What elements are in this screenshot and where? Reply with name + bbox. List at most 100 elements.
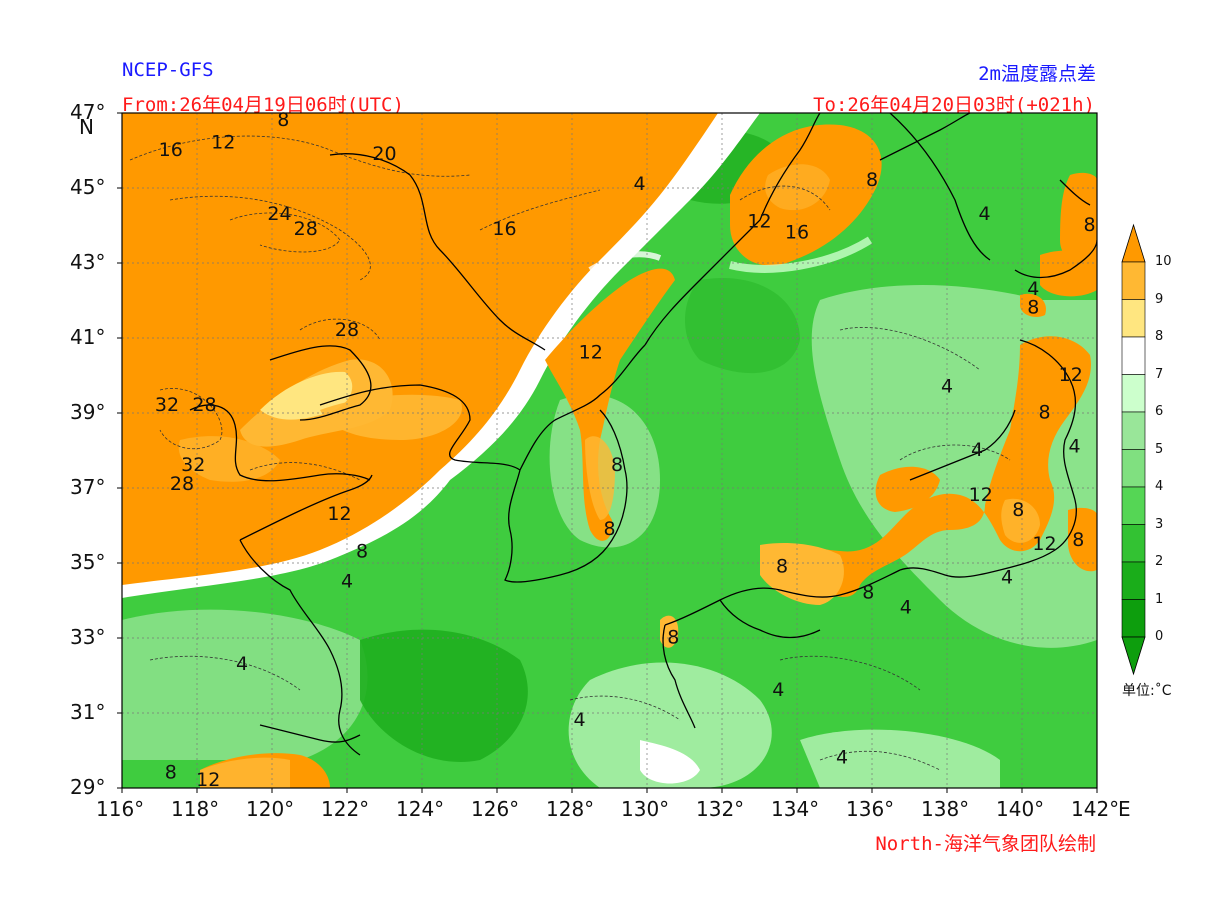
lat-tick-label: 35° — [70, 550, 106, 574]
to-time-label: To:26年04月20日03时(+021h) — [813, 94, 1095, 116]
from-time-label: From:26年04月19日06时(UTC) — [122, 94, 404, 116]
lon-unit-label: E — [1118, 797, 1131, 821]
contour-label: 28 — [294, 218, 318, 240]
lat-unit-label: N — [79, 115, 94, 139]
contour-label: 24 — [267, 203, 291, 225]
contour-label: 28 — [335, 319, 359, 341]
colorbar-swatch — [1121, 374, 1146, 413]
contour-label: 12 — [579, 342, 603, 364]
colorbar-bottom-arrow — [1121, 636, 1146, 676]
lon-tick-label: 138° — [921, 797, 970, 821]
contour-label: 8 — [1012, 499, 1024, 521]
lat-tick-label: 47° — [70, 100, 106, 124]
variable-title: 2m温度露点差 — [978, 63, 1096, 85]
colorbar-label: 0 — [1155, 629, 1164, 644]
contour-label: 28 — [192, 394, 216, 416]
contour-label: 4 — [633, 173, 645, 195]
colorbar-swatch — [1121, 411, 1146, 450]
lon-tick-label: 136° — [846, 797, 895, 821]
contour-label: 8 — [862, 582, 874, 604]
colorbar-swatch — [1121, 524, 1146, 563]
lat-tick-label: 31° — [70, 700, 106, 724]
contour-label: 8 — [611, 454, 623, 476]
colorbar-label: 2 — [1155, 554, 1164, 569]
lon-tick-label: 134° — [771, 797, 820, 821]
contour-label: 28 — [170, 473, 194, 495]
credit-label: North-海洋气象团队绘制 — [875, 833, 1096, 855]
colorbar-swatch — [1121, 261, 1146, 300]
contour-label: 4 — [1027, 278, 1039, 300]
contour-label: 4 — [573, 709, 585, 731]
contour-label: 4 — [1001, 567, 1013, 589]
contour-label: 4 — [900, 597, 912, 619]
contour-label: 12 — [211, 132, 235, 154]
lat-tick-label: 33° — [70, 625, 106, 649]
lon-tick-label: 126° — [471, 797, 520, 821]
contour-label: 20 — [372, 143, 396, 165]
lat-tick-label: 39° — [70, 400, 106, 424]
colorbar-label: 3 — [1155, 516, 1164, 532]
contour-label: 32 — [181, 454, 205, 476]
contour-label: 16 — [159, 139, 183, 161]
lon-tick-label: 116° — [96, 797, 145, 821]
coastlines — [189, 113, 1097, 756]
colorbar-label: 5 — [1155, 441, 1164, 457]
colorbar-swatch — [1121, 561, 1146, 600]
contour-label: 12 — [327, 503, 351, 525]
lon-tick-label: 128° — [546, 797, 595, 821]
contour-label: 16 — [785, 222, 809, 244]
lon-tick-label: 130° — [621, 797, 670, 821]
colorbar-label: 10 — [1155, 254, 1172, 269]
contour-label: 8 — [1072, 529, 1084, 551]
colorbar-swatch — [1121, 299, 1146, 338]
contour-label: 8 — [165, 762, 177, 784]
contour-label: 4 — [941, 375, 953, 397]
contour-label: 8 — [1038, 402, 1050, 424]
contour-label: 8 — [866, 169, 878, 191]
colorbar-label: 6 — [1155, 404, 1164, 419]
contour-label: 8 — [667, 627, 679, 649]
lon-tick-label: 142° — [1071, 797, 1120, 821]
contour-label: 8 — [603, 518, 615, 540]
colorbar-swatch — [1121, 336, 1146, 375]
lon-tick-label: 140° — [996, 797, 1045, 821]
contour-label: 12 — [747, 210, 771, 232]
contour-label: 16 — [492, 218, 516, 240]
contour-label: 8 — [356, 540, 368, 562]
lon-tick-label: 122° — [321, 797, 370, 821]
lat-tick-label: 41° — [70, 325, 106, 349]
contour-lines — [129, 135, 1011, 771]
contour-label: 8 — [1083, 214, 1095, 236]
contour-label: 4 — [971, 439, 983, 461]
contour-label: 4 — [1068, 435, 1080, 457]
field-fill — [122, 113, 1097, 788]
colorbar-label: 9 — [1155, 291, 1164, 307]
lat-tick-label: 45° — [70, 175, 106, 199]
lon-tick-label: 118° — [171, 797, 220, 821]
contour-label: 12 — [1032, 533, 1056, 555]
colorbar-label: 8 — [1155, 329, 1164, 344]
lon-tick-label: 132° — [696, 797, 745, 821]
contour-label: 4 — [836, 747, 848, 769]
contour-label: 4 — [978, 203, 990, 225]
colorbar-swatch — [1121, 449, 1146, 488]
lat-tick-label: 29° — [70, 775, 106, 799]
contour-label: 12 — [196, 769, 220, 791]
contour-label: 12 — [1059, 364, 1083, 386]
colorbar-unit-label: 单位:˚C — [1122, 683, 1172, 699]
contour-label: 8 — [776, 555, 788, 577]
contour-label: 8 — [1027, 297, 1039, 319]
contour-label: 12 — [969, 484, 993, 506]
lon-tick-label: 124° — [396, 797, 445, 821]
contour-label: 4 — [772, 679, 784, 701]
lat-tick-label: 43° — [70, 250, 106, 274]
contour-label: 8 — [277, 109, 289, 131]
colorbar-swatch — [1121, 599, 1146, 638]
colorbar-top-arrow — [1121, 223, 1146, 263]
lat-tick-label: 37° — [70, 475, 106, 499]
colorbar — [1121, 223, 1146, 676]
contour-label: 32 — [155, 394, 179, 416]
colorbar-label: 4 — [1155, 479, 1164, 494]
